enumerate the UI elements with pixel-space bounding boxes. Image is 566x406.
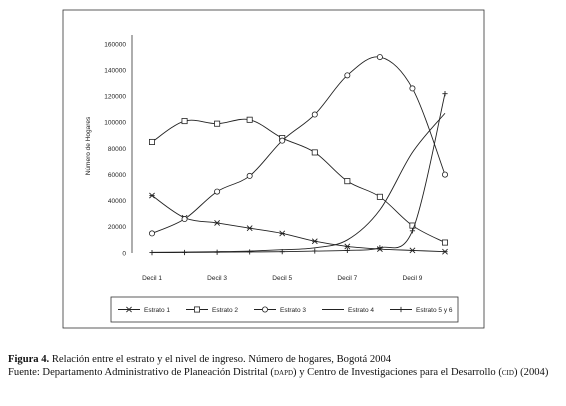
x-ticks: Decil 1 Decil 3 Decil 5 Decil 7 Decil 9 xyxy=(142,275,423,282)
data-point xyxy=(409,247,416,254)
data-point xyxy=(409,228,416,234)
legend-item: Estrato 4 xyxy=(322,307,374,314)
x-tick-label: Decil 9 xyxy=(403,275,423,282)
data-point xyxy=(311,238,318,245)
data-point xyxy=(247,249,253,255)
legend: Estrato 1 Estrato 2 Estrato 3 Estrato 4 Estr… xyxy=(118,306,453,314)
data-point xyxy=(214,220,221,226)
data-point xyxy=(149,250,155,256)
series-line xyxy=(151,112,446,253)
figure-caption: Figura 4. Relación entre el estrato y el… xyxy=(8,353,560,379)
data-point xyxy=(441,171,448,178)
data-point xyxy=(442,91,448,97)
data-point xyxy=(312,248,318,254)
data-point xyxy=(126,306,132,313)
data-point xyxy=(148,230,155,237)
data-point xyxy=(246,172,253,179)
legend-label: Estrato 2 xyxy=(212,307,238,314)
source-middle: ) y Centro de Investigaciones para el De… xyxy=(293,367,502,378)
x-tick-label: Decil 3 xyxy=(207,275,227,282)
data-point xyxy=(261,306,268,313)
chart-frame xyxy=(62,9,485,329)
data-point xyxy=(344,243,351,250)
figure-text: Relación entre el estrato y el nivel de … xyxy=(49,354,392,365)
y-ticks: 0 20000 40000 60000 80000 100000 120000 140000 1… xyxy=(104,41,126,257)
source-suffix: ) (2004) xyxy=(513,367,549,378)
y-tick-label: 100000 xyxy=(104,120,126,127)
caption-source: Fuente: Departamento Administrativo de P… xyxy=(8,366,560,379)
x-tick-label: Decil 7 xyxy=(337,275,357,282)
x-tick-label: Decil 1 xyxy=(142,275,162,282)
data-point xyxy=(193,306,200,313)
series-line xyxy=(151,195,446,253)
data-point xyxy=(279,249,285,255)
x-tick-label: Decil 5 xyxy=(272,275,292,282)
data-point xyxy=(409,85,416,92)
legend-label: Estrato 5 y 6 xyxy=(416,307,453,314)
legend-item: Estrato 2 xyxy=(186,306,238,314)
series-estrato-2 xyxy=(148,116,448,246)
data-point xyxy=(214,249,220,255)
data-point xyxy=(441,239,448,246)
data-point xyxy=(149,192,155,199)
data-point xyxy=(376,54,383,61)
source-abbr-cid: cid xyxy=(501,367,514,378)
source-abbr-dapd: dapd xyxy=(273,367,294,378)
legend-item: Estrato 3 xyxy=(254,306,306,314)
source-prefix: Fuente: Departamento Administrativo de P… xyxy=(8,367,274,378)
y-tick-label: 20000 xyxy=(108,224,126,231)
y-tick-label: 0 xyxy=(122,250,126,257)
series-line xyxy=(151,118,446,243)
data-point xyxy=(181,118,188,125)
data-point xyxy=(311,149,318,156)
legend-item: Estrato 1 xyxy=(118,306,170,314)
data-point xyxy=(344,247,350,253)
data-point xyxy=(409,222,416,229)
data-point xyxy=(279,230,286,237)
data-point xyxy=(246,225,253,232)
data-point xyxy=(377,245,383,251)
data-point xyxy=(214,188,221,195)
legend-item: Estrato 5 y 6 xyxy=(390,307,453,314)
series-line xyxy=(151,56,446,234)
legend-label: Estrato 1 xyxy=(144,307,170,314)
data-point xyxy=(181,249,188,256)
chart: Número de Hogares 0 20000 40000 60000 80000 1… xyxy=(62,9,485,329)
data-point xyxy=(398,306,404,313)
series-layer xyxy=(148,54,448,256)
legend-box xyxy=(110,296,459,323)
y-tick-label: 40000 xyxy=(108,198,126,205)
y-tick-label: 60000 xyxy=(108,172,126,179)
y-axis-label: Número de Hogares xyxy=(85,116,92,175)
y-tick-label: 80000 xyxy=(108,146,126,153)
y-tick-label: 140000 xyxy=(104,67,126,74)
data-point xyxy=(279,137,286,144)
series-estrato-3 xyxy=(148,54,448,237)
legend-label: Estrato 3 xyxy=(280,307,306,314)
y-tick-label: 120000 xyxy=(104,94,126,101)
data-point xyxy=(214,120,221,127)
data-point xyxy=(148,138,155,145)
data-point xyxy=(181,216,188,223)
data-point xyxy=(344,178,351,185)
data-point xyxy=(344,72,351,79)
legend-label: Estrato 4 xyxy=(348,307,374,314)
series-line xyxy=(151,93,446,254)
data-point xyxy=(311,111,318,118)
y-tick-label: 160000 xyxy=(104,41,126,48)
data-point xyxy=(442,248,448,255)
figure-label: Figura 4. xyxy=(8,354,50,365)
caption-title: Figura 4. Relación entre el estrato y el… xyxy=(8,353,560,366)
series-estrato-4 xyxy=(151,112,446,253)
series-estrato-5-y-6 xyxy=(149,91,448,256)
data-point xyxy=(376,193,383,200)
data-point xyxy=(246,116,253,123)
